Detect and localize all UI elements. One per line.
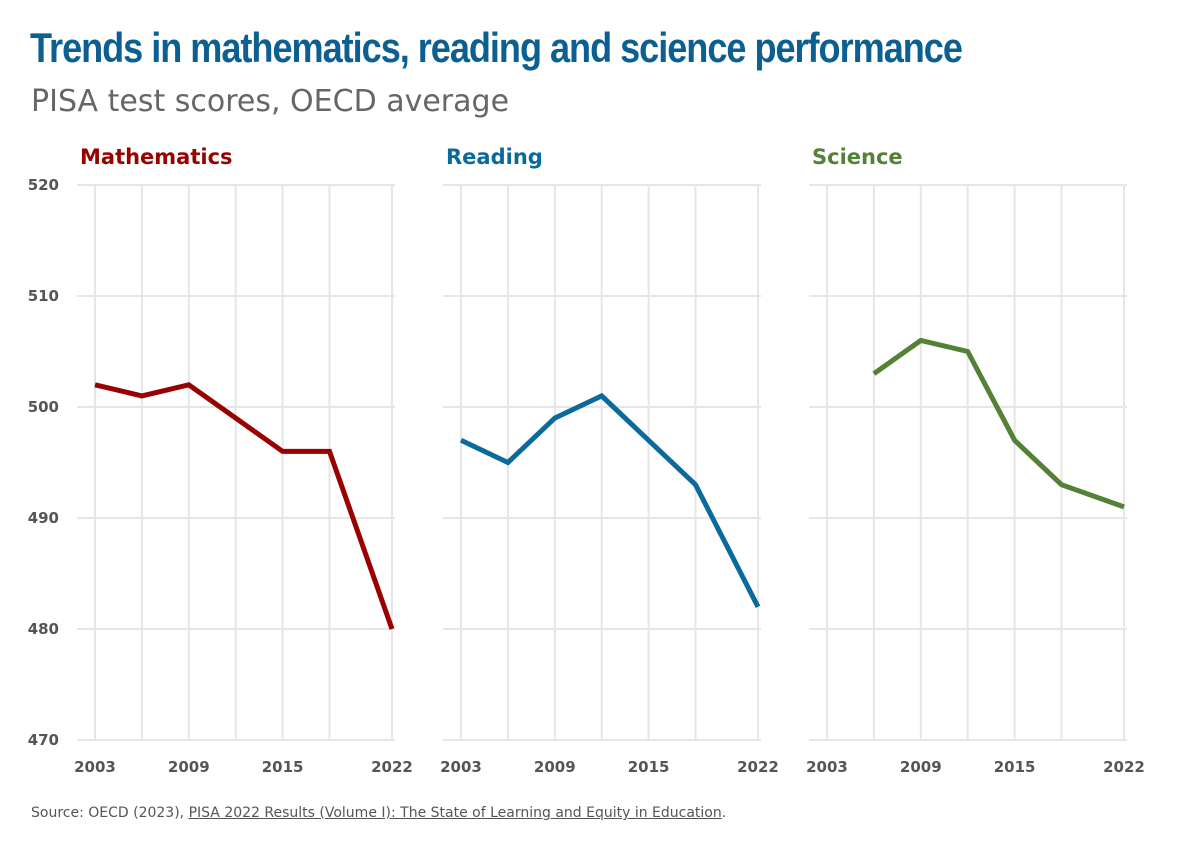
y-tick-label: 470 [28,731,59,749]
y-tick-label: 510 [28,287,59,305]
data-point-science [965,349,970,354]
data-point-reading [756,604,761,609]
data-point-mathematics [93,382,98,387]
chart-title: Trends in mathematics, reading and scien… [30,24,963,71]
data-point-reading [505,460,510,465]
source-note: Source: OECD (2023), PISA 2022 Results (… [31,805,726,821]
y-tick-label: 480 [28,620,59,638]
small-multiples-line-chart: 470 480 490 500 510 520 Mathematics 2003 2009 201… [28,145,1145,776]
x-tick-label: 2015 [994,758,1036,776]
panel-title-science: Science [812,145,903,169]
data-point-reading [552,416,557,421]
data-point-science [871,371,876,376]
source-suffix: . [721,805,727,821]
x-tick-label: 2009 [534,758,576,776]
source-prefix: Source: OECD (2023), [31,805,189,821]
x-tick-label: 2003 [806,758,848,776]
series-line-reading [459,392,761,608]
x-tick-label: 2003 [440,758,482,776]
data-point-reading [646,438,651,443]
data-point-science [1059,482,1064,487]
data-point-mathematics [186,382,191,387]
y-tick-label: 490 [28,509,59,527]
x-tick-label: 2015 [262,758,304,776]
x-tick-label: 2015 [628,758,670,776]
series-line-mathematics [94,382,395,630]
data-point-science [1122,504,1127,509]
data-point-mathematics [139,393,144,398]
x-tick-label: 2022 [371,758,413,776]
x-tick-label: 2022 [737,758,779,776]
x-tick-label: 2003 [74,758,116,776]
data-point-science [918,338,923,343]
series-line-science [872,337,1125,510]
data-point-mathematics [327,449,332,454]
panel-title-reading: Reading [446,145,543,169]
x-tick-label: 2009 [168,758,210,776]
x-tick-label: 2009 [900,758,942,776]
data-point-reading [599,393,604,398]
data-point-mathematics [280,449,285,454]
y-tick-label: 500 [28,398,59,416]
data-point-mathematics [233,416,238,421]
y-tick-label: 520 [28,176,59,194]
data-point-reading [693,482,698,487]
chart-subtitle: PISA test scores, OECD average [31,84,510,119]
x-tick-label: 2022 [1103,758,1145,776]
panel-title-mathematics: Mathematics [80,145,233,169]
data-point-mathematics [390,627,395,632]
data-point-reading [459,438,464,443]
source-link[interactable]: PISA 2022 Results (Volume I): The State … [188,805,722,821]
data-point-science [1012,438,1017,443]
